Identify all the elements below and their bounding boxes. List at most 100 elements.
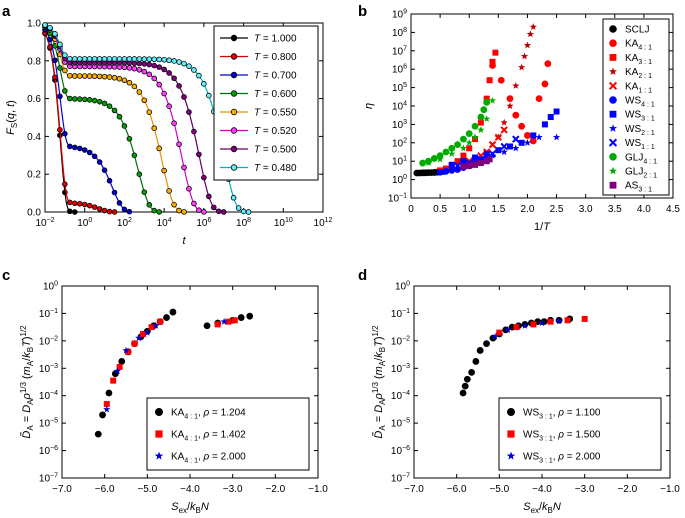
- legend-marker-a-3: [230, 90, 238, 97]
- data-point-a-3: [111, 107, 118, 114]
- y-tick-label-d: 10−3: [391, 363, 410, 375]
- data-point-a-7: [245, 209, 252, 215]
- data-point-b-8: [488, 150, 497, 158]
- data-point-a-3: [71, 96, 78, 102]
- data-point-a-5: [161, 90, 167, 97]
- data-point-a-5: [166, 103, 172, 110]
- data-point-b-9: [480, 106, 488, 114]
- data-point-c-0: [169, 308, 177, 316]
- data-point-d-0: [461, 382, 469, 390]
- data-point-b-8: [453, 162, 462, 170]
- x-tick-label-a: 10−2: [35, 217, 54, 229]
- legend-entry-c-1: KA4 : 1, ρ = 1.402: [171, 430, 246, 443]
- legend-entry-a-7: T = 0.480: [254, 163, 297, 174]
- data-point-a-6: [201, 174, 207, 181]
- data-point-b-9: [465, 130, 473, 138]
- panel-label-c: c: [2, 267, 10, 284]
- data-point-a-3: [106, 103, 113, 109]
- data-point-a-5: [171, 120, 177, 126]
- data-point-b-1: [512, 111, 520, 119]
- y-tick-label-b: 109: [392, 9, 407, 21]
- x-tick-label-d: −4.0: [532, 484, 552, 495]
- data-point-c-1: [116, 363, 123, 370]
- data-point-c-0: [118, 358, 126, 365]
- data-point-a-1: [91, 204, 98, 210]
- legend-marker-b-0: [609, 25, 617, 33]
- data-point-b-11: [472, 161, 479, 168]
- data-point-a-4: [181, 209, 187, 215]
- x-tick-label-a: 100: [77, 217, 92, 229]
- legend-c: [146, 397, 310, 471]
- data-point-a-7: [161, 56, 167, 63]
- data-point-d-1: [581, 315, 588, 322]
- data-point-a-1: [86, 202, 93, 209]
- data-point-b-11: [477, 160, 484, 167]
- data-point-a-7: [146, 56, 153, 62]
- legend-entry-a-5: T = 0.520: [254, 126, 297, 137]
- data-point-a-7: [196, 72, 202, 79]
- legend-entry-b-0: SCLJ: [625, 25, 649, 36]
- x-axis-label-d: Sex/kBN: [523, 501, 561, 515]
- data-point-a-4: [91, 73, 98, 80]
- data-point-a-3: [86, 97, 93, 103]
- data-point-a-6: [146, 61, 153, 68]
- x-tick-label-b: 0: [408, 204, 414, 215]
- data-point-a-7: [206, 92, 212, 99]
- data-point-a-7: [181, 60, 187, 67]
- legend-marker-b-1: [609, 39, 617, 47]
- y-tick-label-c: 10−1: [39, 308, 58, 320]
- panel-label-d: d: [358, 267, 367, 284]
- data-point-a-7: [151, 56, 158, 63]
- panel-label-a: a: [2, 3, 11, 20]
- y-tick-label-c: 100: [43, 281, 58, 293]
- data-point-b-8: [500, 142, 508, 151]
- y-tick-label-b: 104: [392, 101, 407, 113]
- data-point-a-7: [230, 194, 237, 201]
- data-point-a-6: [215, 208, 222, 215]
- y-tick-label-b: 10−1: [388, 193, 407, 205]
- data-point-a-4: [86, 73, 93, 79]
- y-tick-label-b: 102: [392, 137, 407, 149]
- data-point-c-2: [113, 367, 122, 375]
- x-tick-label-a: 1010: [274, 217, 293, 229]
- data-point-a-7: [201, 81, 207, 87]
- data-point-b-8-b: [512, 135, 520, 143]
- data-point-b-2: [454, 158, 461, 165]
- data-point-b-10: [436, 155, 444, 163]
- data-point-a-1: [67, 199, 73, 206]
- data-point-a-7: [126, 56, 133, 62]
- y-tick-label-c: 10−4: [39, 390, 58, 402]
- y-tick-label-b: 108: [392, 27, 407, 39]
- data-point-d-0: [463, 375, 471, 383]
- legend-marker-a-7: [230, 164, 238, 171]
- y-tick-label-d: 10−1: [391, 308, 410, 320]
- data-point-d-1: [496, 329, 503, 336]
- data-point-b-3: [506, 102, 514, 110]
- data-point-b-6: [460, 158, 467, 165]
- data-point-a-2: [86, 149, 93, 156]
- data-point-a-7: [176, 59, 182, 65]
- panel-d: −7.0 −6.0 −5.0 −4.0 −3.0 −2.0 −1.0 10−7 10−6 10−5…: [371, 281, 680, 516]
- x-tick-label-d: −3.0: [575, 484, 595, 495]
- data-point-a-4: [131, 83, 138, 90]
- legend-entry-d-0: WS3 : 1, ρ = 1.100: [523, 408, 601, 421]
- x-axis-label-c: Sex/kBN: [171, 501, 209, 515]
- legend-marker-b-8: [608, 138, 618, 147]
- data-point-a-4: [146, 109, 153, 115]
- data-point-b-4-b: [494, 133, 503, 141]
- data-point-d-1: [513, 324, 520, 331]
- legend-entry-b-8: WS1 : 1: [625, 138, 655, 151]
- x-tick-label-b: 2.0: [520, 204, 534, 215]
- x-tick-label-c: −5.0: [137, 484, 157, 495]
- legend-entry-a-4: T = 0.550: [254, 108, 297, 119]
- legend-marker-a-2: [230, 71, 238, 79]
- legend-marker-a-1: [230, 53, 238, 60]
- data-point-a-6: [210, 204, 217, 211]
- legend-entry-b-6: WS3 : 1: [625, 110, 655, 123]
- x-tick-label-c: −1.0: [308, 484, 328, 495]
- data-point-a-6: [181, 94, 187, 100]
- data-point-b-10: [471, 133, 479, 141]
- data-point-d-0: [483, 340, 490, 348]
- legend-entry-b-4: KA1 : 1: [625, 81, 652, 94]
- data-point-c-0: [203, 322, 211, 330]
